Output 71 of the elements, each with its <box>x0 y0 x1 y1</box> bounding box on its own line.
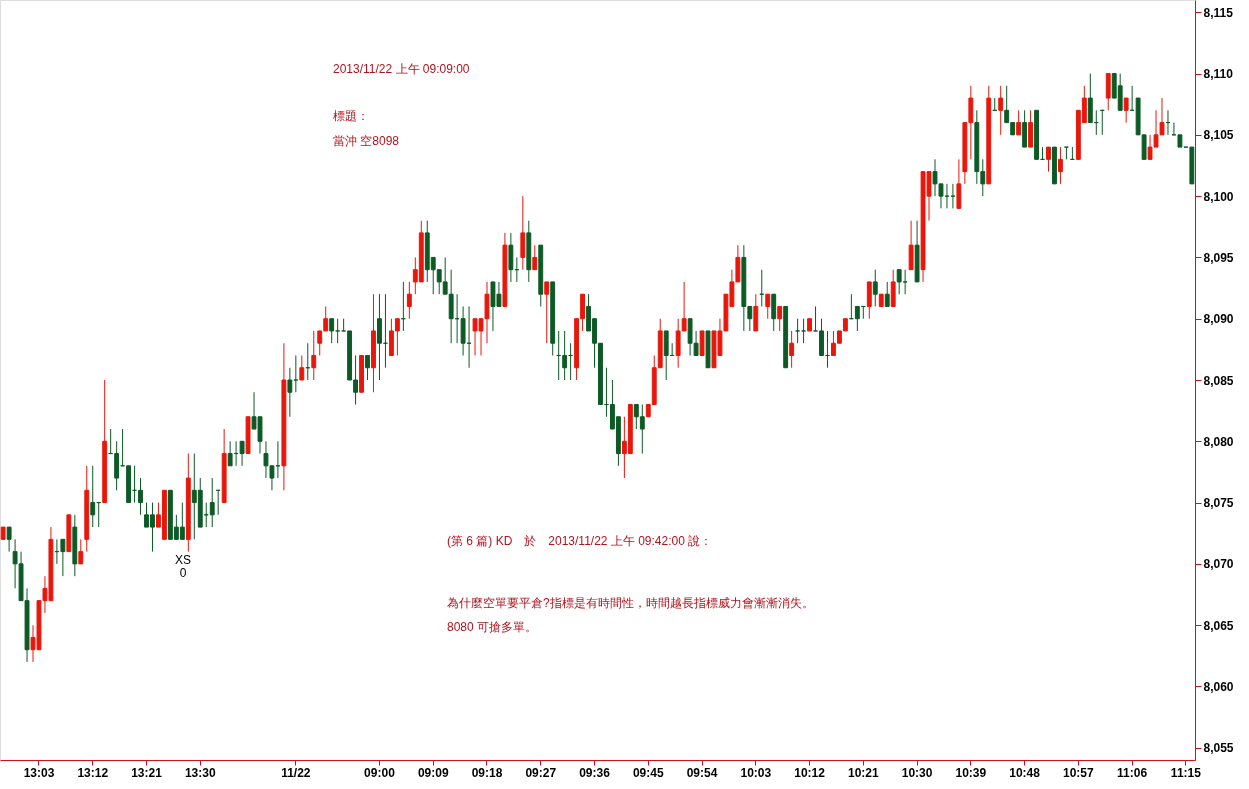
candlestick <box>795 318 801 344</box>
candlestick <box>138 477 143 516</box>
y-tick-label: 8,090 <box>1203 312 1234 327</box>
candlestick <box>406 281 412 320</box>
candlestick <box>287 367 293 418</box>
x-tick-label: 10:12 <box>794 765 826 780</box>
candlestick <box>1016 109 1022 136</box>
candlestick <box>884 281 890 307</box>
candlestick <box>801 318 807 344</box>
x-tick-label: 09:54 <box>686 765 718 780</box>
x-tick-label: 11:06 <box>1117 765 1148 780</box>
candlestick <box>365 354 370 381</box>
candlestick <box>6 526 12 553</box>
x-tick-label: 09:36 <box>579 765 611 780</box>
candlestick <box>78 538 84 565</box>
candlestick <box>777 305 783 332</box>
x-tick-label: 09:00 <box>364 765 396 780</box>
x-tick-label: 11:15 <box>1170 765 1202 780</box>
annotation: 2013/11/22 上午 09:09:00 <box>333 62 470 76</box>
annotation: 0 <box>179 566 187 580</box>
annotation: 8080 可搶多單。 <box>447 620 538 634</box>
candlestick <box>1058 146 1063 185</box>
y-tick-label: 8,055 <box>1203 741 1234 756</box>
x-tick-label: 09:18 <box>471 765 503 780</box>
x-tick-label: 11/22 <box>281 765 311 780</box>
x-tick-label: 13:30 <box>184 765 216 780</box>
y-tick-label: 8,110 <box>1203 67 1234 82</box>
y-tick-label: 8,075 <box>1203 496 1234 511</box>
candlestick <box>329 318 335 344</box>
x-tick-label: 13:12 <box>77 765 109 780</box>
y-tick-label: 8,095 <box>1203 250 1234 265</box>
candlestick <box>209 477 215 528</box>
x-tick-label: 10:57 <box>1063 765 1095 780</box>
x-tick-label: 10:30 <box>901 765 933 780</box>
x-tick-label: 09:27 <box>525 765 557 780</box>
candlestick <box>872 269 878 307</box>
y-tick-label: 8,085 <box>1203 373 1234 388</box>
candlestick <box>293 354 299 393</box>
candlestick <box>335 318 341 344</box>
y-tick-label: 8,105 <box>1203 128 1234 143</box>
x-tick-label: 10:48 <box>1009 765 1041 780</box>
y-tick-label: 8,070 <box>1203 557 1234 572</box>
y-tick-label: 8,115 <box>1203 5 1234 20</box>
candlestick <box>90 465 96 528</box>
annotation: XS <box>174 553 192 567</box>
candlestick <box>311 330 317 381</box>
candlestick <box>1123 97 1129 124</box>
candlestick <box>544 281 550 344</box>
y-tick-label: 8,100 <box>1203 189 1234 204</box>
candlestick <box>998 85 1004 136</box>
x-tick-label: 09:45 <box>632 765 664 780</box>
candlestick <box>1063 146 1069 160</box>
candlestick <box>532 244 538 271</box>
y-tick-label: 8,060 <box>1203 679 1234 694</box>
x-tick-label: 10:21 <box>847 765 879 780</box>
candlestick <box>950 183 956 209</box>
x-tick-label: 13:03 <box>23 765 55 780</box>
candlestick <box>765 293 771 320</box>
x-tick-label: 10:39 <box>955 765 987 780</box>
x-tick-label: 10:03 <box>740 765 772 780</box>
y-tick-label: 8,080 <box>1203 434 1234 449</box>
candlestick <box>789 330 795 369</box>
x-tick-label: 13:21 <box>131 765 163 780</box>
annotation: (第 6 篇) KD 於 2013/11/22 上午 09:42:00 說： <box>447 534 713 548</box>
annotation: 當沖 空8098 <box>333 134 400 148</box>
annotation: 為什麼空單要平倉?指標是有時間性，時間越長指標威力會漸漸消失。 <box>447 596 814 610</box>
y-tick-label: 8,065 <box>1203 618 1234 633</box>
annotation: 標題： <box>333 109 369 123</box>
candlestick <box>299 354 305 381</box>
candlestick <box>1046 146 1051 173</box>
x-tick-label: 09:09 <box>417 765 449 780</box>
